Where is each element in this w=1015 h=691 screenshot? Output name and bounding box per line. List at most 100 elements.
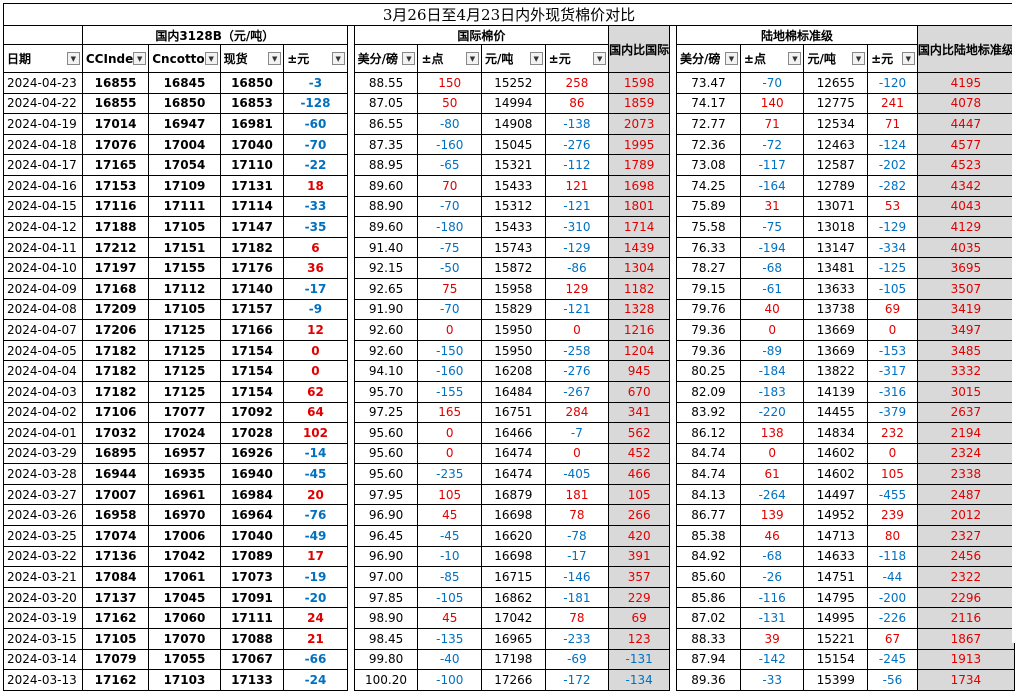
filter-dropdown-icon[interactable]: ▼ bbox=[901, 52, 915, 65]
filter-dropdown-icon[interactable]: ▼ bbox=[402, 52, 416, 65]
filter-dropdown-icon[interactable]: ▼ bbox=[529, 52, 543, 65]
table-cell: -233 bbox=[544, 628, 610, 650]
filter-dropdown-icon[interactable]: ▼ bbox=[66, 52, 80, 65]
table-cell: 89.60 bbox=[353, 216, 419, 238]
table-cell: -310 bbox=[544, 216, 610, 238]
table-cell: 1598 bbox=[608, 72, 671, 94]
table-cell: 17157 bbox=[219, 298, 285, 321]
table-cell: 95.60 bbox=[353, 422, 419, 444]
table-cell: 129 bbox=[544, 277, 610, 300]
table-cell: 73.08 bbox=[676, 154, 741, 176]
table-cell: 31 bbox=[739, 195, 805, 218]
table-cell: 17154 bbox=[219, 380, 285, 403]
table-cell: 89.60 bbox=[353, 174, 419, 197]
table-cell: 16935 bbox=[148, 463, 221, 485]
table-cell: -105 bbox=[417, 586, 482, 609]
table-cell: -202 bbox=[867, 154, 918, 176]
filter-dropdown-icon[interactable]: ▼ bbox=[852, 52, 866, 65]
table-cell: 105 bbox=[417, 483, 482, 506]
table-cell: 17151 bbox=[148, 236, 221, 259]
table-cell: 239 bbox=[867, 504, 918, 527]
table-cell: 16947 bbox=[148, 113, 221, 135]
table-cell: -316 bbox=[867, 380, 918, 403]
table-cell: -33 bbox=[739, 669, 805, 691]
table-cell: 2487 bbox=[916, 483, 1015, 506]
table-cell: -49 bbox=[283, 525, 348, 547]
filter-dropdown-icon[interactable]: ▼ bbox=[788, 52, 802, 65]
table-cell: 17112 bbox=[148, 277, 221, 300]
table-cell: 14994 bbox=[481, 92, 546, 115]
table-cell: 12 bbox=[283, 319, 348, 341]
filter-dropdown-icon[interactable]: ▼ bbox=[466, 52, 479, 65]
table-cell: 17182 bbox=[81, 380, 150, 403]
table-cell: 17111 bbox=[148, 195, 221, 218]
table-cell: 62 bbox=[283, 380, 348, 403]
table-cell: -455 bbox=[867, 483, 918, 506]
table-cell: -146 bbox=[544, 566, 610, 588]
table-cell: 17166 bbox=[219, 319, 285, 341]
table-cell: 100.20 bbox=[353, 669, 419, 691]
filter-dropdown-icon[interactable]: ▼ bbox=[724, 52, 738, 65]
table-cell: 1216 bbox=[608, 319, 671, 341]
table-cell: 1182 bbox=[608, 277, 671, 300]
table-cell: 13633 bbox=[803, 277, 869, 300]
table-cell: 88.95 bbox=[353, 154, 419, 176]
table-cell: 17176 bbox=[219, 257, 285, 279]
table-cell: 17206 bbox=[81, 319, 150, 341]
table-cell: 1859 bbox=[608, 92, 671, 115]
filter-dropdown-icon[interactable]: ▼ bbox=[204, 52, 218, 65]
table-cell: 2024-03-14 bbox=[3, 648, 83, 671]
table-cell: 79.15 bbox=[676, 277, 741, 300]
table-cell: -112 bbox=[544, 154, 610, 176]
table-cell: 2024-04-08 bbox=[3, 298, 83, 321]
table-row: 2024-04-17 17165 17054 17110 -22 88.95 -65 1532… bbox=[3, 154, 1015, 176]
table-cell: -60 bbox=[283, 113, 348, 135]
table-cell: -200 bbox=[867, 586, 918, 609]
table-cell: -44 bbox=[867, 566, 918, 588]
table-row: 2024-04-07 17206 17125 17166 12 92.60 0 15950 0 1… bbox=[3, 319, 1015, 341]
table-cell: 45 bbox=[417, 607, 482, 630]
table-row: 2024-04-03 17182 17125 17154 62 95.70 -155 1648… bbox=[3, 380, 1015, 403]
table-cell: 97.00 bbox=[353, 566, 419, 588]
table-cell: 0 bbox=[867, 319, 918, 341]
table-cell: 391 bbox=[608, 545, 671, 568]
table-cell: -153 bbox=[867, 339, 918, 362]
table-cell: 78 bbox=[544, 607, 610, 630]
table-cell: -117 bbox=[739, 154, 805, 176]
table-cell: -164 bbox=[739, 174, 805, 197]
table-cell: 15958 bbox=[481, 277, 546, 300]
table-row: 2024-03-29 16895 16957 16926 -14 95.60 0 16474 0… bbox=[3, 442, 1015, 465]
table-cell: -68 bbox=[739, 257, 805, 279]
table-cell: 72.36 bbox=[676, 133, 741, 156]
table-cell: 17125 bbox=[148, 380, 221, 403]
table-cell: 17105 bbox=[148, 298, 221, 321]
table-cell: -50 bbox=[417, 257, 482, 279]
table-cell: 87.94 bbox=[676, 648, 741, 671]
table-cell: 17105 bbox=[148, 216, 221, 238]
table-cell: 84.74 bbox=[676, 442, 741, 465]
table-cell: -334 bbox=[867, 236, 918, 259]
table-cell: 1789 bbox=[608, 154, 671, 176]
table-cell: 1304 bbox=[608, 257, 671, 279]
table-cell: -172 bbox=[544, 669, 610, 691]
table-cell: 1439 bbox=[608, 236, 671, 259]
filter-dropdown-icon[interactable]: ▼ bbox=[593, 52, 607, 65]
table-cell: 165 bbox=[417, 401, 482, 424]
table-cell: -14 bbox=[283, 442, 348, 465]
table-cell: 16958 bbox=[81, 504, 150, 527]
table-cell: 2024-03-21 bbox=[3, 566, 83, 588]
filter-dropdown-icon[interactable]: ▼ bbox=[268, 52, 282, 65]
table-cell: 80.25 bbox=[676, 360, 741, 382]
table-cell: 12463 bbox=[803, 133, 869, 156]
table-cell: 17076 bbox=[81, 133, 150, 156]
filter-dropdown-icon[interactable]: ▼ bbox=[331, 52, 345, 65]
table-cell: -61 bbox=[739, 277, 805, 300]
table-cell: -45 bbox=[417, 525, 482, 547]
table-cell: 6 bbox=[283, 236, 348, 259]
table-cell: -69 bbox=[544, 648, 610, 671]
filter-dropdown-icon[interactable]: ▼ bbox=[133, 52, 147, 65]
table-cell: 71 bbox=[739, 113, 805, 135]
table-cell: 12775 bbox=[803, 92, 869, 115]
table-cell: 15829 bbox=[481, 298, 546, 321]
table-cell: 2024-04-01 bbox=[3, 422, 83, 444]
